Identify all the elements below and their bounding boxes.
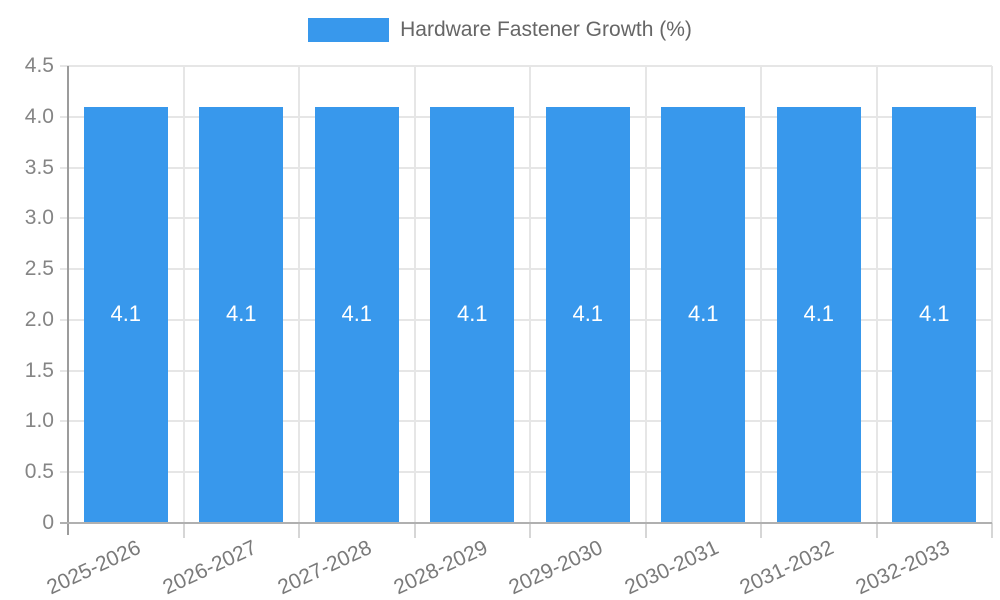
y-axis-tick-label: 3.0 [24, 206, 54, 230]
x-axis-label: 2030-2031 [621, 536, 722, 600]
y-axis-tick-label: 2.5 [24, 257, 54, 281]
x-axis-label: 2032-2033 [852, 536, 953, 600]
x-axis-label: 2026-2027 [159, 536, 260, 600]
x-axis-tick [413, 523, 416, 538]
gridline-horizontal [60, 268, 992, 271]
x-axis-tick [529, 523, 531, 538]
gridline-horizontal [60, 471, 992, 474]
bar[interactable] [892, 106, 977, 523]
gridline-vertical [644, 66, 647, 523]
bar-value-label: 4.1 [341, 300, 373, 326]
bar-value-label: 4.1 [687, 300, 719, 326]
gridline-horizontal [60, 318, 992, 321]
x-axis-tick [298, 523, 300, 538]
y-axis-tick-label: 4.5 [24, 54, 54, 77]
gridline-vertical [760, 66, 762, 523]
gridline-horizontal [60, 420, 992, 423]
bar[interactable] [314, 106, 399, 523]
gridline-horizontal [60, 65, 992, 67]
y-axis-tick-label: 0 [42, 511, 54, 534]
x-axis-tick [875, 523, 878, 538]
gridline-horizontal [60, 115, 992, 118]
bar-value-label: 4.1 [225, 300, 257, 326]
x-axis-tick [182, 523, 185, 538]
y-axis-tick-label: 2.0 [24, 307, 54, 331]
bar[interactable] [545, 106, 630, 523]
x-axis-label: 2025-2026 [43, 536, 145, 600]
bar[interactable] [776, 106, 861, 523]
x-axis-tick [760, 523, 762, 538]
x-axis-label: 2029-2030 [505, 536, 607, 600]
legend-label: Hardware Fastener Growth (%) [400, 18, 692, 41]
y-axis-line [67, 66, 69, 535]
gridline-horizontal [60, 166, 992, 169]
legend-item[interactable]: Hardware Fastener Growth (%) [0, 18, 1000, 42]
gridline-vertical [991, 66, 993, 523]
x-axis-label: 2027-2028 [274, 536, 376, 600]
gridline-vertical [875, 66, 878, 523]
gridline-vertical [182, 66, 185, 523]
gridline-vertical [413, 66, 416, 523]
x-axis-tick [644, 523, 647, 538]
x-axis-line [60, 522, 992, 524]
bar-value-label: 4.1 [803, 300, 835, 326]
y-axis-tick-label: 4.0 [24, 104, 54, 128]
gridline-horizontal [60, 217, 992, 220]
gridline-vertical [529, 66, 531, 523]
bar-value-label: 4.1 [456, 300, 488, 326]
y-axis-tick-label: 3.5 [24, 155, 54, 179]
bar-value-label: 4.1 [918, 300, 950, 326]
legend-swatch [308, 18, 390, 42]
y-axis-tick-label: 0.5 [24, 460, 54, 484]
y-axis-tick-label: 1.0 [24, 409, 54, 433]
bar[interactable] [430, 106, 515, 523]
bar-value-label: 4.1 [110, 300, 142, 326]
gridline-vertical [298, 66, 300, 523]
x-axis-label: 2028-2029 [390, 536, 491, 600]
x-axis-label: 2031-2032 [736, 536, 838, 600]
gridline-horizontal [60, 369, 992, 372]
y-axis-tick-label: 1.5 [24, 358, 54, 382]
x-axis-tick [991, 523, 993, 538]
bar[interactable] [661, 106, 746, 523]
bar[interactable] [199, 106, 284, 523]
bar-value-label: 4.1 [572, 300, 604, 326]
bar[interactable] [83, 106, 168, 523]
